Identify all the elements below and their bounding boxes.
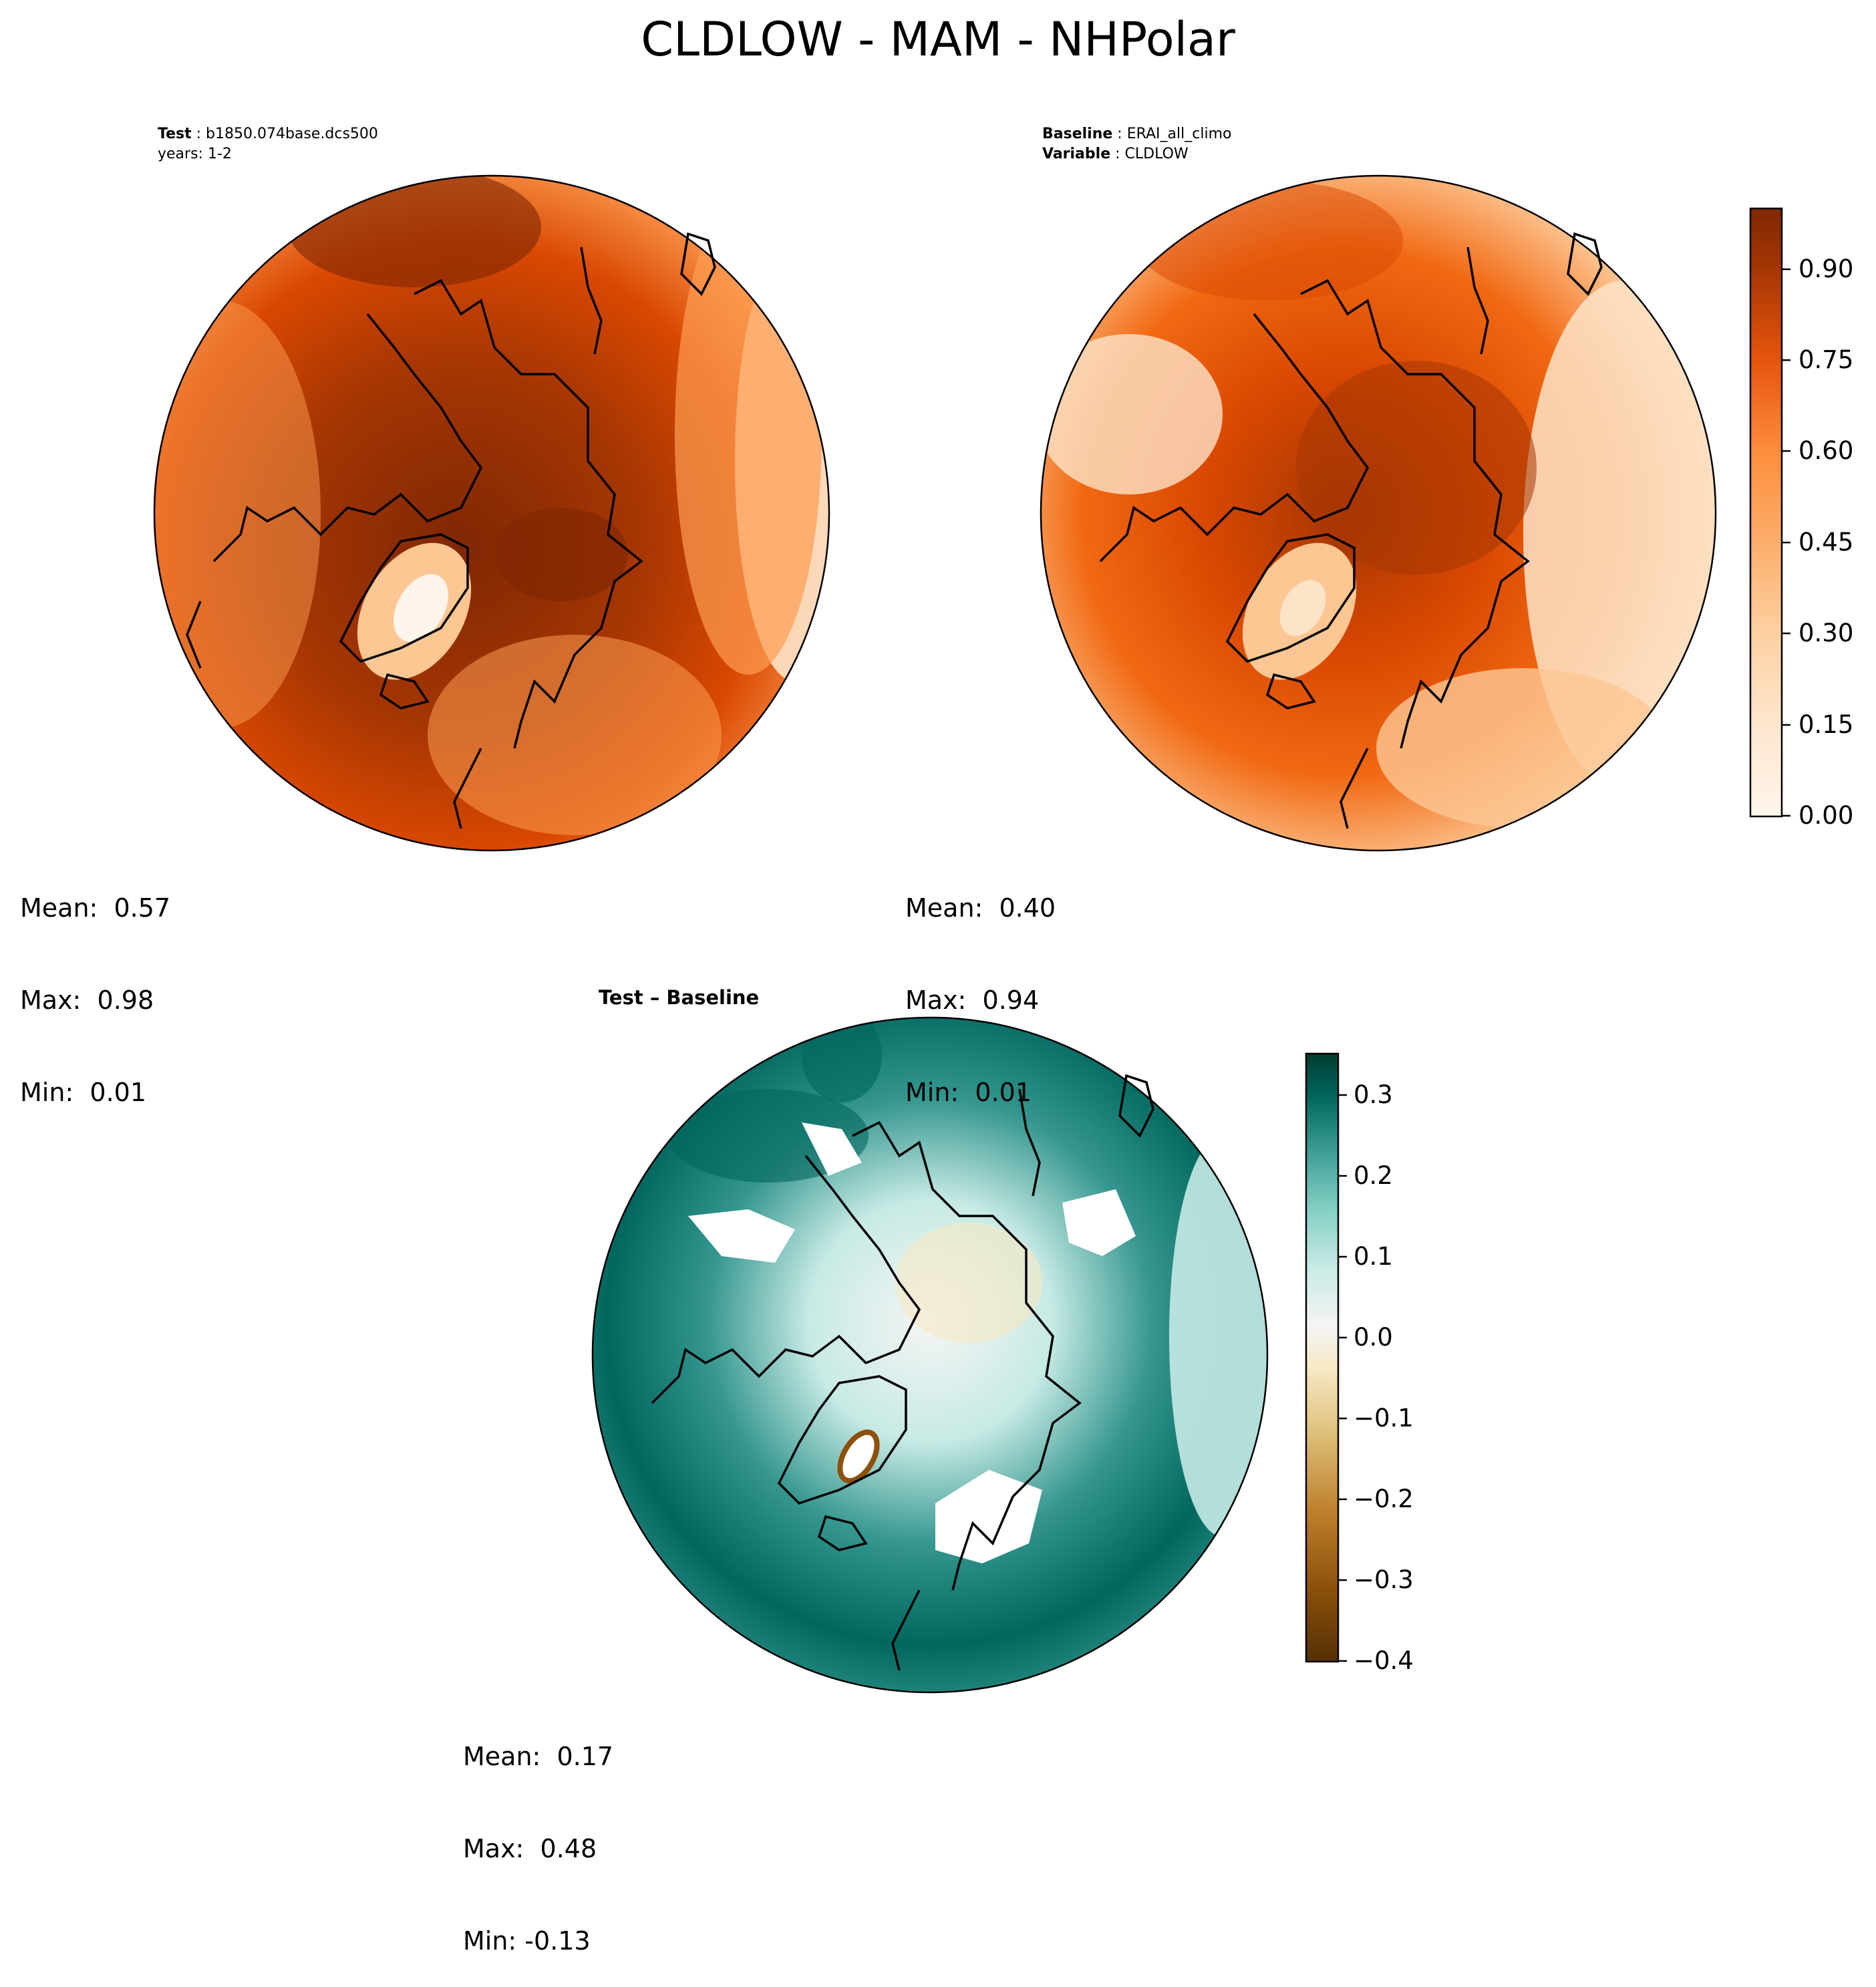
diff-stats: Mean: 0.17 Max: 0.48 Min: -0.13 bbox=[463, 1680, 613, 1987]
difference-coastlines bbox=[651, 1074, 1154, 1671]
variable-header-value: CLDLOW bbox=[1124, 146, 1189, 162]
cb1-tick-label: 0.75 bbox=[1799, 345, 1854, 374]
diff-panel-title: Test – Baseline bbox=[599, 986, 760, 1009]
test-stats: Mean: 0.57 Max: 0.98 Min: 0.01 bbox=[20, 831, 170, 1138]
cb2-tick-label: −0.2 bbox=[1354, 1485, 1414, 1513]
cb2-tick-label: 0.2 bbox=[1354, 1161, 1393, 1190]
baseline-header-key: Baseline bbox=[1042, 126, 1113, 142]
test-header-years: years: 1-2 bbox=[158, 146, 232, 162]
baseline-mean: Mean: 0.40 bbox=[905, 893, 1056, 923]
baseline-min: Min: 0.01 bbox=[905, 1078, 1032, 1107]
cb1-tick-label: 0.45 bbox=[1799, 528, 1854, 557]
cb2-tick-label: −0.3 bbox=[1354, 1565, 1414, 1594]
test-min: Min: 0.01 bbox=[20, 1078, 146, 1107]
cb2-tick-label: 0.3 bbox=[1354, 1080, 1393, 1109]
cb2-tick-label: −0.4 bbox=[1354, 1646, 1414, 1675]
baseline-header: Baseline : ERAI_all_climo Variable : CLD… bbox=[1042, 126, 1232, 162]
test-map bbox=[153, 174, 830, 852]
colorbar-cldlow bbox=[1749, 207, 1790, 818]
baseline-coastlines bbox=[1099, 232, 1603, 829]
test-header: Test : b1850.074base.dcs500 years: 1-2 bbox=[158, 126, 378, 162]
colorbar-cldlow-ticks bbox=[1782, 268, 1790, 817]
variable-header-key: Variable bbox=[1042, 146, 1111, 162]
test-max: Max: 0.98 bbox=[20, 985, 154, 1015]
diff-min: Min: -0.13 bbox=[463, 1926, 591, 1956]
baseline-stats: Mean: 0.40 Max: 0.94 Min: 0.01 bbox=[905, 831, 1056, 1138]
test-coastlines bbox=[186, 232, 716, 829]
cb2-tick-label: 0.1 bbox=[1354, 1242, 1393, 1271]
cb2-tick-label: 0.0 bbox=[1354, 1323, 1393, 1352]
figure-title: CLDLOW - MAM - NHPolar bbox=[641, 12, 1235, 67]
test-header-value: b1850.074base.dcs500 bbox=[206, 126, 378, 142]
figure-canvas bbox=[153, 174, 1790, 1694]
diff-max: Max: 0.48 bbox=[463, 1834, 597, 1863]
baseline-map-fields bbox=[1041, 180, 1716, 828]
cb1-tick-label: 0.00 bbox=[1799, 801, 1854, 830]
cb2-tick-label: −0.1 bbox=[1354, 1404, 1414, 1432]
cb1-tick-label: 0.30 bbox=[1799, 619, 1854, 647]
difference-map bbox=[591, 1016, 1269, 1694]
baseline-header-value: ERAI_all_climo bbox=[1126, 126, 1232, 142]
baseline-map bbox=[1040, 174, 1717, 852]
colorbar-difference-body bbox=[1305, 1052, 1340, 1663]
cb1-tick-label: 0.15 bbox=[1799, 710, 1854, 739]
test-mean: Mean: 0.57 bbox=[20, 893, 171, 923]
colorbar-difference bbox=[1305, 1052, 1347, 1663]
cb1-tick-label: 0.90 bbox=[1799, 255, 1854, 283]
colorbar-difference-ticks bbox=[1338, 1094, 1347, 1662]
colorbar-cldlow-body bbox=[1749, 207, 1783, 818]
test-header-key: Test bbox=[158, 126, 192, 142]
cb1-tick-label: 0.60 bbox=[1799, 436, 1854, 465]
baseline-max: Max: 0.94 bbox=[905, 985, 1040, 1015]
diff-mean: Mean: 0.17 bbox=[463, 1742, 614, 1771]
